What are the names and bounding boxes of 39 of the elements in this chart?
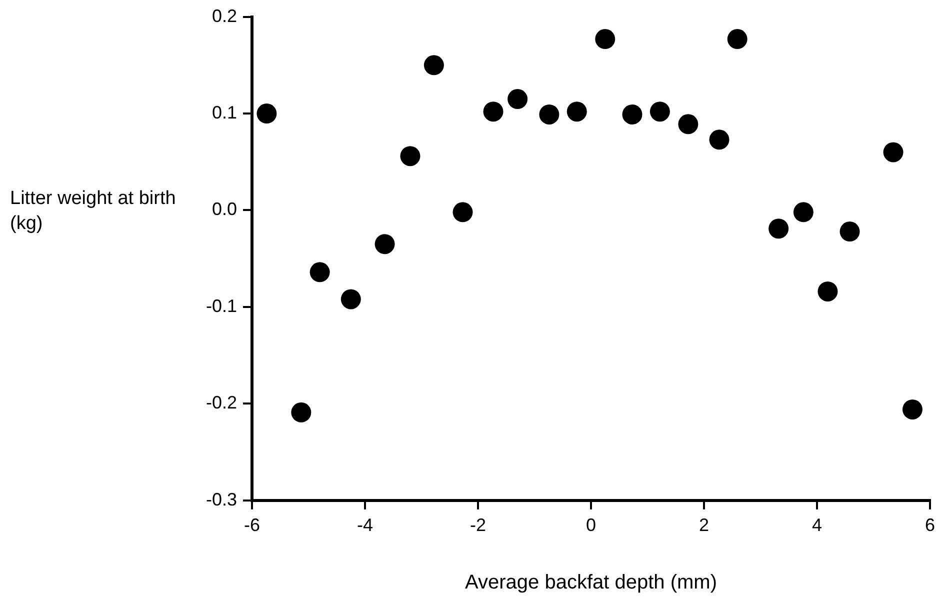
x-tick-label: 2 <box>698 515 710 536</box>
point <box>709 130 730 150</box>
point <box>793 202 814 222</box>
point <box>291 402 312 422</box>
x-tick-label: 0 <box>586 515 596 536</box>
point <box>508 89 528 110</box>
x-axis-title: Average backfat depth (mm) <box>465 572 717 594</box>
y-tick-label: 0.2 <box>212 6 238 26</box>
x-tick-label: 6 <box>924 515 935 536</box>
y-tick-label: 0.0 <box>212 199 238 220</box>
point <box>622 104 642 124</box>
point <box>566 102 587 122</box>
point <box>727 29 748 50</box>
x-tick-label: 4 <box>812 515 822 536</box>
point <box>595 29 616 50</box>
point <box>310 262 330 282</box>
y-axis-title: Litter weight at birth (kg) <box>10 187 177 236</box>
y-tick-label: 0.1 <box>212 102 238 122</box>
point <box>340 289 361 310</box>
point <box>678 114 698 134</box>
y-tick-label: -0.1 <box>206 296 238 316</box>
x-tick-label: -2 <box>470 515 486 536</box>
point <box>483 102 504 122</box>
point <box>400 146 420 166</box>
point <box>424 55 444 76</box>
point <box>902 399 922 420</box>
point <box>452 202 473 222</box>
y-tick-label: -0.3 <box>206 489 238 510</box>
point <box>256 104 277 124</box>
point <box>650 102 670 122</box>
point <box>768 218 789 239</box>
point <box>374 234 395 254</box>
point <box>840 222 860 242</box>
x-tick-label: -6 <box>244 515 260 536</box>
y-tick-label: -0.2 <box>206 392 238 413</box>
point <box>883 142 904 162</box>
point <box>818 281 838 302</box>
point <box>539 104 560 124</box>
x-tick-label: -4 <box>357 515 374 536</box>
